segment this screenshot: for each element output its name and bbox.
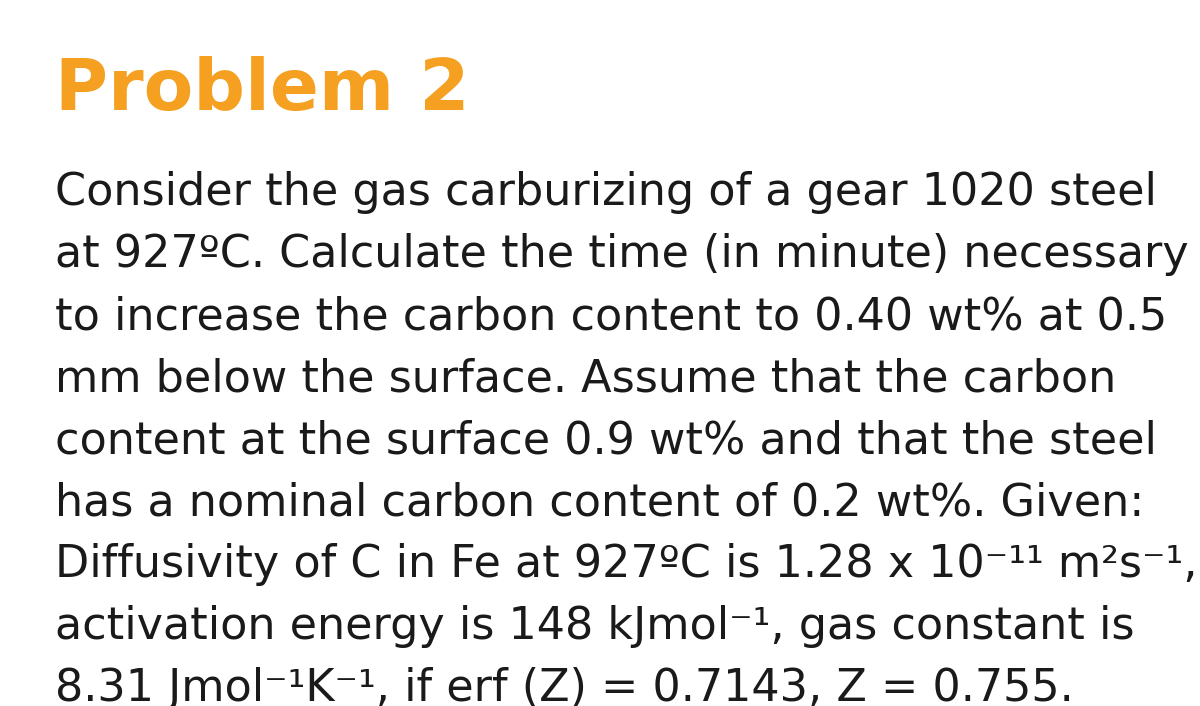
Text: Diffusivity of C in Fe at 927ºC is 1.28 x 10⁻¹¹ m²s⁻¹,: Diffusivity of C in Fe at 927ºC is 1.28 … [55, 543, 1198, 586]
Text: Consider the gas carburizing of a gear 1020 steel: Consider the gas carburizing of a gear 1… [55, 171, 1157, 214]
Text: content at the surface 0.9 wt% and that the steel: content at the surface 0.9 wt% and that … [55, 419, 1157, 462]
Text: 8.31 Jmol⁻¹K⁻¹, if erf (Z) = 0.7143, Z = 0.755.: 8.31 Jmol⁻¹K⁻¹, if erf (Z) = 0.7143, Z =… [55, 667, 1074, 706]
Text: has a nominal carbon content of 0.2 wt%. Given:: has a nominal carbon content of 0.2 wt%.… [55, 481, 1145, 524]
Text: mm below the surface. Assume that the carbon: mm below the surface. Assume that the ca… [55, 357, 1116, 400]
Text: activation energy is 148 kJmol⁻¹, gas constant is: activation energy is 148 kJmol⁻¹, gas co… [55, 605, 1134, 648]
Text: at 927ºC. Calculate the time (in minute) necessary: at 927ºC. Calculate the time (in minute)… [55, 233, 1189, 276]
Text: to increase the carbon content to 0.40 wt% at 0.5: to increase the carbon content to 0.40 w… [55, 295, 1168, 338]
Text: Problem 2: Problem 2 [55, 56, 469, 125]
